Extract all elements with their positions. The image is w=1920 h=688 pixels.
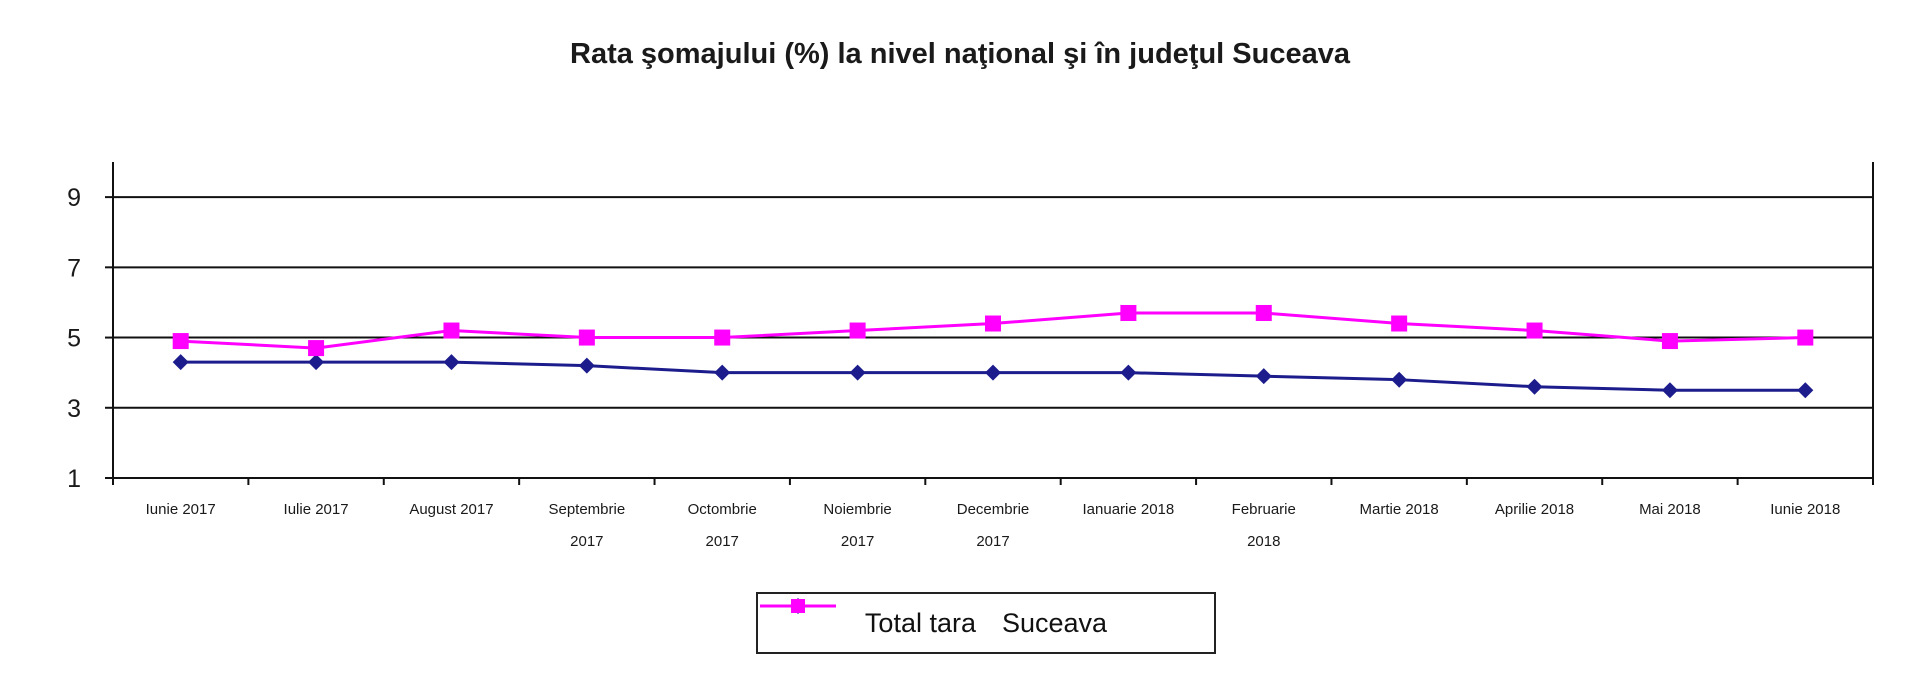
data-point-suceava <box>1120 304 1137 321</box>
data-point-total-tara <box>1255 368 1272 385</box>
x-tick-label: Martie 2018 <box>1360 501 1439 518</box>
legend-item-suceava: Suceava <box>760 599 1108 639</box>
y-tick-label: 5 <box>67 325 81 353</box>
y-tick-label: 7 <box>67 254 81 282</box>
x-tick-label: August 2017 <box>409 501 493 518</box>
legend-label-suceava: Suceava <box>1001 607 1108 638</box>
data-point-total-tara <box>1797 382 1814 399</box>
data-point-total-tara <box>714 364 731 381</box>
y-tick-label: 1 <box>67 465 81 493</box>
data-point-suceava <box>1255 304 1272 321</box>
chart-title: Rata şomajului (%) la nivel naţional şi … <box>570 38 1350 70</box>
data-point-suceava <box>578 329 595 346</box>
x-tick-label: Octombrie 2017 <box>688 501 757 550</box>
y-tick-label: 3 <box>67 395 81 423</box>
square-marker-icon <box>760 599 836 613</box>
x-tick-label: Aprilie 2018 <box>1495 501 1574 518</box>
data-point-total-tara <box>578 357 595 374</box>
data-point-suceava <box>849 322 866 339</box>
data-point-suceava <box>443 322 460 339</box>
data-point-total-tara <box>308 354 325 371</box>
data-point-total-tara <box>849 364 866 381</box>
legend-item-total-tara: Total tara <box>760 598 976 639</box>
data-point-suceava <box>1526 322 1543 339</box>
data-point-total-tara <box>1120 364 1137 381</box>
data-point-suceava <box>714 329 731 346</box>
data-point-total-tara <box>1526 378 1543 395</box>
chart-legend: Total tara Suceava <box>756 592 1216 654</box>
data-point-total-tara <box>1661 382 1678 399</box>
x-tick-label: Iulie 2017 <box>284 501 349 518</box>
data-point-total-tara <box>1391 371 1408 388</box>
x-tick-label: Iunie 2018 <box>1770 501 1840 518</box>
x-tick-label: Iunie 2017 <box>146 501 216 518</box>
x-tick-label: Ianuarie 2018 <box>1083 501 1175 518</box>
data-point-suceava <box>308 340 325 357</box>
data-point-suceava <box>1391 315 1408 332</box>
data-point-suceava <box>1797 329 1814 346</box>
x-tick-label: Septembrie 2017 <box>548 501 625 550</box>
data-point-suceava <box>985 315 1001 332</box>
x-tick-label: Februarie 2018 <box>1232 501 1296 550</box>
y-tick-label: 9 <box>67 184 81 212</box>
x-tick-label: Decembrie 2017 <box>957 501 1030 550</box>
data-point-suceava <box>1661 333 1678 350</box>
legend-label-total-tara: Total tara <box>864 607 976 638</box>
data-point-total-tara <box>985 364 1001 381</box>
data-point-total-tara <box>172 354 189 371</box>
data-point-suceava <box>172 333 189 350</box>
x-tick-label: Noiembrie 2017 <box>823 501 891 550</box>
x-tick-label: Mai 2018 <box>1639 501 1701 518</box>
data-point-total-tara <box>443 354 460 371</box>
